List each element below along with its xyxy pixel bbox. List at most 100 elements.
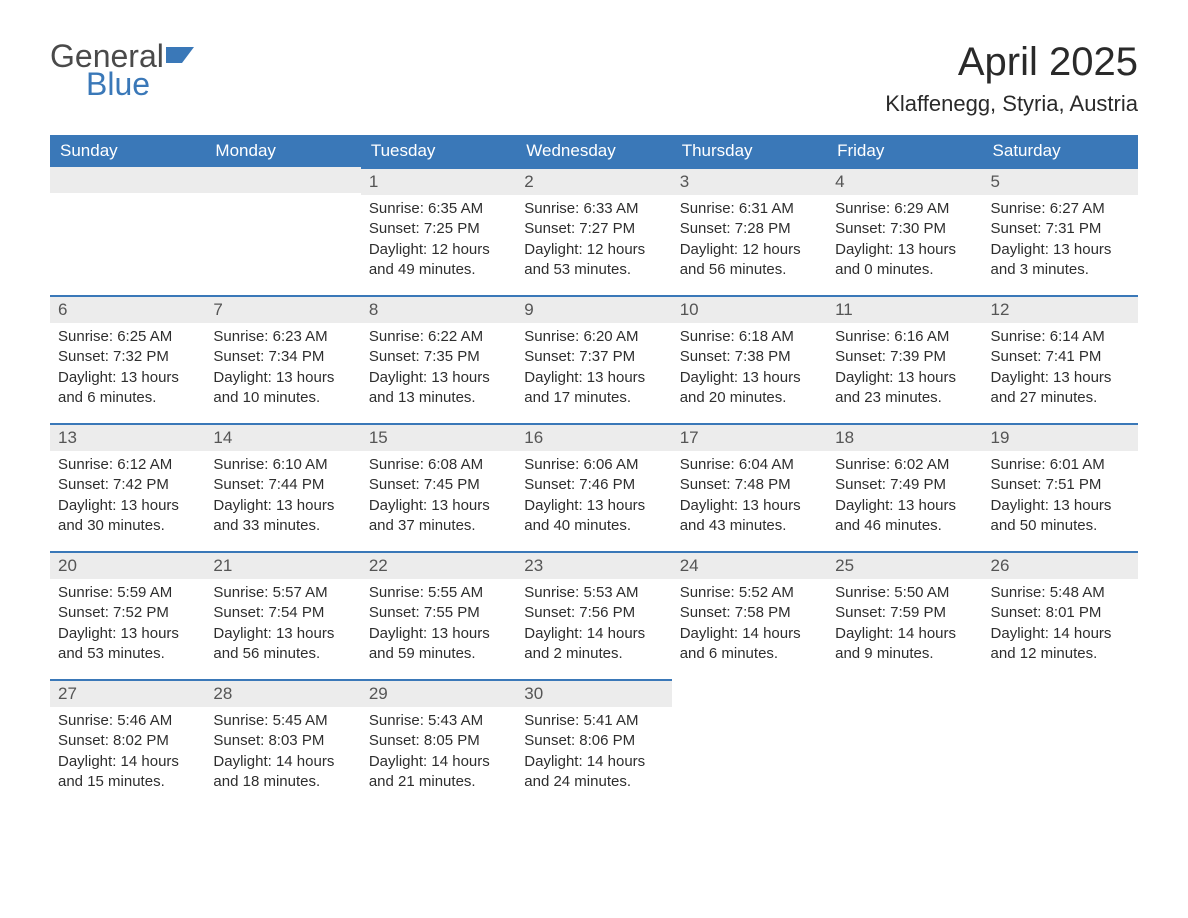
- day-number: 23: [516, 551, 671, 579]
- sunrise-text: Sunrise: 5:45 AM: [213, 711, 352, 731]
- sunrise-text: Sunrise: 5:46 AM: [58, 711, 197, 731]
- day-content: Sunrise: 6:18 AMSunset: 7:38 PMDaylight:…: [672, 323, 827, 416]
- sunrise-text: Sunrise: 6:10 AM: [213, 455, 352, 475]
- sunrise-text: Sunrise: 5:50 AM: [835, 583, 974, 603]
- calendar-day-cell: 8Sunrise: 6:22 AMSunset: 7:35 PMDaylight…: [361, 295, 516, 423]
- day-content: Sunrise: 5:48 AMSunset: 8:01 PMDaylight:…: [983, 579, 1138, 672]
- calendar-day-cell: 18Sunrise: 6:02 AMSunset: 7:49 PMDayligh…: [827, 423, 982, 551]
- sunrise-text: Sunrise: 6:12 AM: [58, 455, 197, 475]
- day-content: Sunrise: 5:55 AMSunset: 7:55 PMDaylight:…: [361, 579, 516, 672]
- calendar-day-cell: 30Sunrise: 5:41 AMSunset: 8:06 PMDayligh…: [516, 679, 671, 807]
- sunset-text: Sunset: 7:31 PM: [991, 219, 1130, 239]
- sunset-text: Sunset: 8:03 PM: [213, 731, 352, 751]
- day-number: 8: [361, 295, 516, 323]
- sunrise-text: Sunrise: 6:25 AM: [58, 327, 197, 347]
- calendar-day-cell: 3Sunrise: 6:31 AMSunset: 7:28 PMDaylight…: [672, 167, 827, 295]
- day-number: 13: [50, 423, 205, 451]
- day-content: Sunrise: 6:16 AMSunset: 7:39 PMDaylight:…: [827, 323, 982, 416]
- calendar-day-cell: 20Sunrise: 5:59 AMSunset: 7:52 PMDayligh…: [50, 551, 205, 679]
- day-content: Sunrise: 6:12 AMSunset: 7:42 PMDaylight:…: [50, 451, 205, 544]
- day-number: 9: [516, 295, 671, 323]
- day-content: Sunrise: 6:29 AMSunset: 7:30 PMDaylight:…: [827, 195, 982, 288]
- sunrise-text: Sunrise: 6:27 AM: [991, 199, 1130, 219]
- daylight-text: Daylight: 14 hours and 12 minutes.: [991, 624, 1130, 665]
- day-content: Sunrise: 6:22 AMSunset: 7:35 PMDaylight:…: [361, 323, 516, 416]
- day-content: Sunrise: 5:43 AMSunset: 8:05 PMDaylight:…: [361, 707, 516, 800]
- daylight-text: Daylight: 13 hours and 10 minutes.: [213, 368, 352, 409]
- sunrise-text: Sunrise: 5:48 AM: [991, 583, 1130, 603]
- sunset-text: Sunset: 7:42 PM: [58, 475, 197, 495]
- day-content: Sunrise: 6:25 AMSunset: 7:32 PMDaylight:…: [50, 323, 205, 416]
- month-title: April 2025: [885, 40, 1138, 85]
- calendar-day-cell: 10Sunrise: 6:18 AMSunset: 7:38 PMDayligh…: [672, 295, 827, 423]
- sunrise-text: Sunrise: 6:33 AM: [524, 199, 663, 219]
- day-content: Sunrise: 6:04 AMSunset: 7:48 PMDaylight:…: [672, 451, 827, 544]
- calendar-body: ..1Sunrise: 6:35 AMSunset: 7:25 PMDaylig…: [50, 167, 1138, 807]
- sunrise-text: Sunrise: 6:01 AM: [991, 455, 1130, 475]
- sunset-text: Sunset: 7:51 PM: [991, 475, 1130, 495]
- calendar-day-cell: 9Sunrise: 6:20 AMSunset: 7:37 PMDaylight…: [516, 295, 671, 423]
- day-number: 16: [516, 423, 671, 451]
- day-number: 2: [516, 167, 671, 195]
- location-text: Klaffenegg, Styria, Austria: [885, 91, 1138, 117]
- sunset-text: Sunset: 7:44 PM: [213, 475, 352, 495]
- calendar-day-cell: 1Sunrise: 6:35 AMSunset: 7:25 PMDaylight…: [361, 167, 516, 295]
- day-content: Sunrise: 5:46 AMSunset: 8:02 PMDaylight:…: [50, 707, 205, 800]
- day-number: 1: [361, 167, 516, 195]
- logo-flag-icon: [164, 40, 198, 72]
- sunrise-text: Sunrise: 5:57 AM: [213, 583, 352, 603]
- day-number: 14: [205, 423, 360, 451]
- daylight-text: Daylight: 13 hours and 0 minutes.: [835, 240, 974, 281]
- daylight-text: Daylight: 13 hours and 23 minutes.: [835, 368, 974, 409]
- daylight-text: Daylight: 13 hours and 50 minutes.: [991, 496, 1130, 537]
- daylight-text: Daylight: 14 hours and 18 minutes.: [213, 752, 352, 793]
- sunrise-text: Sunrise: 5:52 AM: [680, 583, 819, 603]
- day-number: 28: [205, 679, 360, 707]
- calendar-day-cell: 7Sunrise: 6:23 AMSunset: 7:34 PMDaylight…: [205, 295, 360, 423]
- title-block: April 2025 Klaffenegg, Styria, Austria: [885, 40, 1138, 127]
- sunset-text: Sunset: 8:06 PM: [524, 731, 663, 751]
- sunrise-text: Sunrise: 6:35 AM: [369, 199, 508, 219]
- sunset-text: Sunset: 7:41 PM: [991, 347, 1130, 367]
- day-number: 4: [827, 167, 982, 195]
- calendar-week-row: 6Sunrise: 6:25 AMSunset: 7:32 PMDaylight…: [50, 295, 1138, 423]
- calendar-day-cell: 4Sunrise: 6:29 AMSunset: 7:30 PMDaylight…: [827, 167, 982, 295]
- sunset-text: Sunset: 8:02 PM: [58, 731, 197, 751]
- day-number: 20: [50, 551, 205, 579]
- day-content: Sunrise: 6:06 AMSunset: 7:46 PMDaylight:…: [516, 451, 671, 544]
- day-content: Sunrise: 5:45 AMSunset: 8:03 PMDaylight:…: [205, 707, 360, 800]
- daylight-text: Daylight: 12 hours and 49 minutes.: [369, 240, 508, 281]
- sunset-text: Sunset: 8:01 PM: [991, 603, 1130, 623]
- calendar-day-cell: 13Sunrise: 6:12 AMSunset: 7:42 PMDayligh…: [50, 423, 205, 551]
- day-content: Sunrise: 6:31 AMSunset: 7:28 PMDaylight:…: [672, 195, 827, 288]
- sunrise-text: Sunrise: 5:53 AM: [524, 583, 663, 603]
- brand-logo: General Blue: [50, 40, 198, 100]
- daylight-text: Daylight: 13 hours and 56 minutes.: [213, 624, 352, 665]
- sunrise-text: Sunrise: 6:16 AM: [835, 327, 974, 347]
- daylight-text: Daylight: 13 hours and 20 minutes.: [680, 368, 819, 409]
- day-number: 26: [983, 551, 1138, 579]
- weekday-header: Sunday: [50, 135, 205, 167]
- day-content: Sunrise: 6:23 AMSunset: 7:34 PMDaylight:…: [205, 323, 360, 416]
- day-number: 30: [516, 679, 671, 707]
- daylight-text: Daylight: 14 hours and 6 minutes.: [680, 624, 819, 665]
- day-number: .: [205, 167, 360, 193]
- calendar-header: SundayMondayTuesdayWednesdayThursdayFrid…: [50, 135, 1138, 167]
- day-number: 18: [827, 423, 982, 451]
- day-content: Sunrise: 5:41 AMSunset: 8:06 PMDaylight:…: [516, 707, 671, 800]
- sunset-text: Sunset: 7:46 PM: [524, 475, 663, 495]
- day-content: Sunrise: 5:59 AMSunset: 7:52 PMDaylight:…: [50, 579, 205, 672]
- calendar-day-cell: 25Sunrise: 5:50 AMSunset: 7:59 PMDayligh…: [827, 551, 982, 679]
- sunrise-text: Sunrise: 6:20 AM: [524, 327, 663, 347]
- weekday-header: Wednesday: [516, 135, 671, 167]
- calendar-day-cell: 19Sunrise: 6:01 AMSunset: 7:51 PMDayligh…: [983, 423, 1138, 551]
- calendar-day-cell: 23Sunrise: 5:53 AMSunset: 7:56 PMDayligh…: [516, 551, 671, 679]
- sunset-text: Sunset: 7:27 PM: [524, 219, 663, 239]
- calendar-week-row: 27Sunrise: 5:46 AMSunset: 8:02 PMDayligh…: [50, 679, 1138, 807]
- sunrise-text: Sunrise: 5:55 AM: [369, 583, 508, 603]
- sunrise-text: Sunrise: 6:14 AM: [991, 327, 1130, 347]
- sunset-text: Sunset: 7:55 PM: [369, 603, 508, 623]
- sunrise-text: Sunrise: 5:59 AM: [58, 583, 197, 603]
- sunrise-text: Sunrise: 6:08 AM: [369, 455, 508, 475]
- sunset-text: Sunset: 7:59 PM: [835, 603, 974, 623]
